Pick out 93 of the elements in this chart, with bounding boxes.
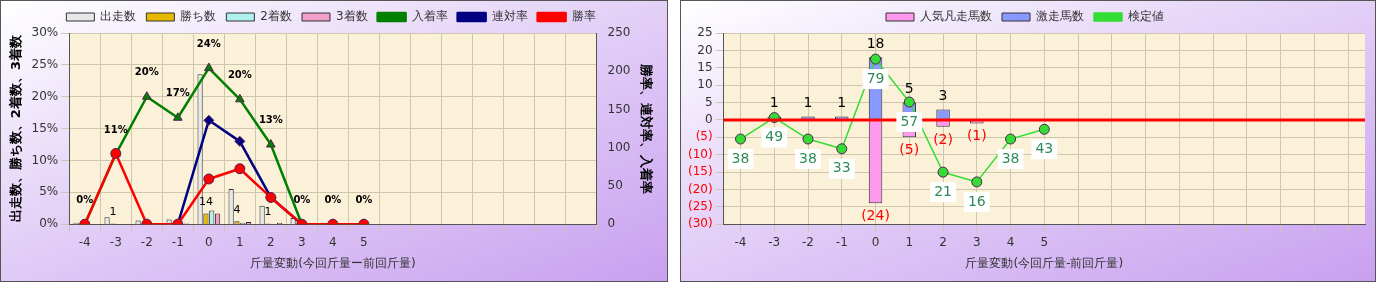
y-tick-label: 30% <box>31 25 59 40</box>
legend-label: 連対率 <box>491 9 528 24</box>
data-label: 20% <box>134 66 159 78</box>
x-tick-label: 3 <box>298 234 306 249</box>
x-tick-label: -3 <box>768 234 781 249</box>
y-tick-label: 15% <box>31 120 59 135</box>
y-tick-label: 20 <box>697 42 713 57</box>
data-label: 1 <box>803 94 813 111</box>
legend-label: 人気凡走馬数 <box>920 9 992 24</box>
data-label: 43 <box>1035 139 1054 156</box>
data-label: 38 <box>1001 149 1020 166</box>
data-label: 1 <box>769 94 779 111</box>
x-tick-label: 0 <box>871 234 880 249</box>
x-tick-label: -4 <box>734 234 747 249</box>
data-label: 0% <box>76 193 94 205</box>
legend-label: 出走数 <box>100 9 137 24</box>
x-tick-label: -4 <box>78 234 91 249</box>
x-tick-label: -2 <box>802 234 815 249</box>
x-tick-label: -2 <box>140 234 153 249</box>
data-label: 18 <box>866 34 885 51</box>
y-tick-label: (5) <box>695 129 713 144</box>
data-label: 16 <box>967 192 986 209</box>
data-label: (2) <box>933 130 953 147</box>
y2-tick-label: 250 <box>607 25 631 40</box>
y-tick-label: (10) <box>687 146 713 161</box>
data-label: 38 <box>799 149 817 166</box>
data-label: 5 <box>904 80 914 97</box>
data-label: 0% <box>355 193 373 205</box>
legend-label: 入着率 <box>411 9 448 24</box>
x-axis-title: 斤量変動(今回斤量ー前回斤量) <box>250 255 416 270</box>
x-tick-label: 4 <box>329 234 337 249</box>
y-tick-label: 5 <box>704 94 713 109</box>
x-tick-label: 3 <box>972 234 981 249</box>
data-label: 17% <box>165 87 190 99</box>
y-tick-label: 5% <box>39 184 59 199</box>
legend-label: 検定値 <box>1128 9 1164 24</box>
data-label: (5) <box>899 140 920 157</box>
x-tick-label: -1 <box>171 234 184 249</box>
data-label: 3 <box>938 87 948 104</box>
data-label: 38 <box>731 149 750 166</box>
x-tick-label: 0 <box>205 234 213 249</box>
data-label: 49 <box>765 128 784 145</box>
y-tick-label: 0% <box>39 216 59 231</box>
data-label: 11% <box>103 123 128 135</box>
x-tick-label: -1 <box>835 234 848 249</box>
data-label: 79 <box>866 69 885 86</box>
data-label: 4 <box>233 202 241 216</box>
y-tick-label: (20) <box>687 181 713 196</box>
data-label: 13% <box>258 114 283 126</box>
x-tick-label: 2 <box>939 234 947 249</box>
y-tick-label: 10% <box>31 152 59 167</box>
x-tick-label: -3 <box>109 234 122 249</box>
y-axis-title: 出走数、勝ち数、2着数、3着数 <box>8 34 24 223</box>
data-label: 21 <box>934 182 952 199</box>
x-tick-label: 5 <box>360 234 368 249</box>
legend-label: 激走馬数 <box>1036 9 1084 24</box>
y-tick-label: 0 <box>704 112 713 127</box>
y-tick-label: 10 <box>697 77 713 92</box>
y-tick-label: (30) <box>687 216 713 231</box>
y2-axis-title: 勝率、連対率、入着率 <box>638 62 654 194</box>
x-tick-label: 4 <box>1006 234 1015 249</box>
data-label: 24% <box>196 37 221 49</box>
data-label: 0% <box>293 193 311 205</box>
y2-tick-label: 50 <box>607 178 623 193</box>
legend-label: 3着数 <box>336 9 368 24</box>
data-label: 1 <box>837 94 847 111</box>
y2-tick-label: 100 <box>607 139 631 154</box>
data-label: (24) <box>861 206 890 223</box>
y-tick-label: (15) <box>687 164 713 179</box>
data-label: 57 <box>900 112 919 129</box>
x-tick-label: 5 <box>1040 234 1049 249</box>
data-label: (1) <box>966 127 987 144</box>
y-tick-label: 20% <box>31 88 59 103</box>
y2-tick-label: 0 <box>607 216 616 231</box>
x-tick-label: 1 <box>905 234 914 249</box>
x-axis-title: 斤量変動(今回斤量-前回斤量) <box>965 255 1124 270</box>
data-label: 1 <box>264 204 272 218</box>
y-tick-label: 25% <box>31 56 59 71</box>
y-tick-label: 25 <box>697 25 713 40</box>
data-label: 20% <box>227 68 252 80</box>
data-label: 14 <box>198 194 213 208</box>
y2-tick-label: 200 <box>607 63 631 78</box>
y-tick-label: (25) <box>687 198 713 213</box>
data-label: 33 <box>832 159 851 176</box>
legend-label: 勝率 <box>571 9 596 24</box>
y2-tick-label: 150 <box>607 101 631 116</box>
x-tick-label: 1 <box>236 234 244 249</box>
legend-label: 2着数 <box>260 9 293 24</box>
data-label: 1 <box>109 204 117 218</box>
y-tick-label: 15 <box>697 59 713 74</box>
data-label: 0% <box>324 193 342 205</box>
legend-label: 勝ち数 <box>180 9 217 24</box>
x-tick-label: 2 <box>267 234 275 249</box>
